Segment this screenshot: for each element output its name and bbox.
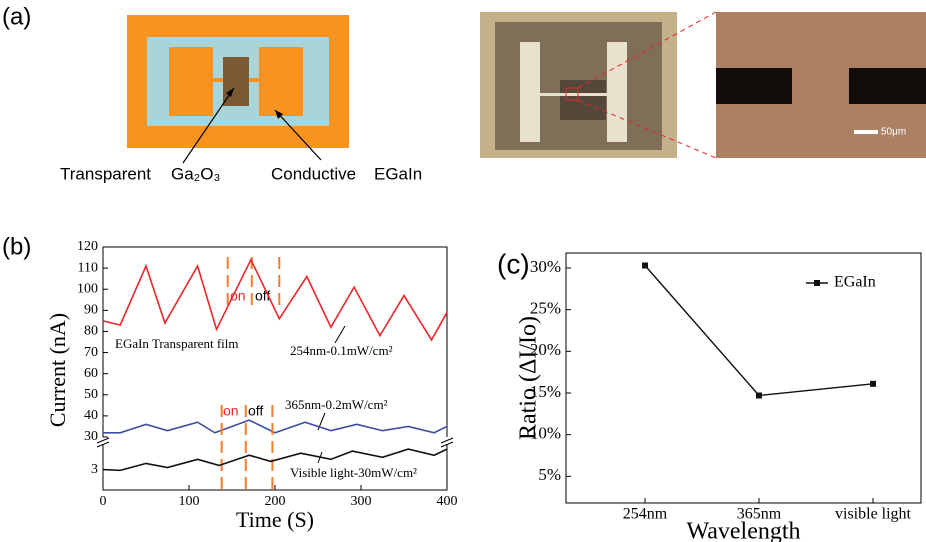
schematic	[127, 15, 349, 163]
y-tick-label: 3	[91, 462, 98, 477]
y-axis-label: Ratio (ΔI/Io)	[516, 316, 542, 440]
device-photo	[480, 12, 677, 158]
annotation: EGaIn Transparent film	[115, 336, 238, 351]
panel-label: (c)	[497, 248, 530, 279]
x-tick-label: 400	[437, 494, 458, 509]
y-tick-label: 110	[78, 260, 98, 275]
legend-label: EGaIn	[834, 274, 876, 291]
series-line	[103, 420, 447, 433]
x-axis-label: Wavelength	[686, 519, 800, 542]
x-axis-label: Time (S)	[236, 507, 314, 532]
scale-bar-label: 50μm	[881, 127, 906, 138]
legend-marker	[814, 280, 820, 286]
series-line	[103, 260, 447, 340]
annotation: Visible light-30mW/cm²	[290, 465, 417, 480]
panel-label: (b)	[2, 233, 31, 260]
schematic-label: Ga₂O₃	[171, 164, 220, 183]
y-tick-label: 70	[84, 345, 98, 360]
x-tick-label: 0	[100, 494, 107, 509]
annotation-arrow	[335, 326, 345, 343]
y-tick-label: 60	[84, 366, 98, 381]
annotation: 365nm-0.2mW/cm²	[285, 397, 388, 412]
y-tick-label: 30%	[530, 257, 561, 276]
x-tick-label: 300	[351, 494, 372, 509]
y-axis-label: Current (nA)	[45, 313, 70, 427]
schematic-label: Conductive	[271, 164, 356, 183]
annotation: off	[248, 403, 263, 419]
panel-label: (a)	[2, 3, 31, 30]
y-tick-label: 120	[77, 239, 98, 254]
x-tick-label: 254nm	[623, 506, 668, 523]
y-tick-label: 90	[84, 303, 98, 318]
point	[642, 263, 648, 269]
point	[870, 381, 876, 387]
y-tick-label: 25%	[530, 299, 561, 318]
y-tick-label: 5%	[538, 465, 561, 484]
y-tick-label: 40	[84, 408, 98, 423]
y-tick-label: 100	[77, 281, 98, 296]
point	[756, 393, 762, 399]
figure: (a) (b) (c) Transparent Ga₂O₃ Conductive…	[0, 0, 926, 542]
y-tick-label: 50	[84, 387, 98, 402]
x-tick-label: 100	[179, 494, 200, 509]
schematic-label: Transparent	[60, 164, 151, 183]
schematic-label: EGaIn	[374, 164, 422, 183]
annotation: on	[223, 403, 239, 419]
y-tick-label: 30	[84, 429, 98, 444]
x-tick-label: visible light	[835, 506, 912, 523]
y-tick-label: 80	[84, 324, 98, 339]
annotation: 254nm-0.1mW/cm²	[290, 343, 393, 358]
